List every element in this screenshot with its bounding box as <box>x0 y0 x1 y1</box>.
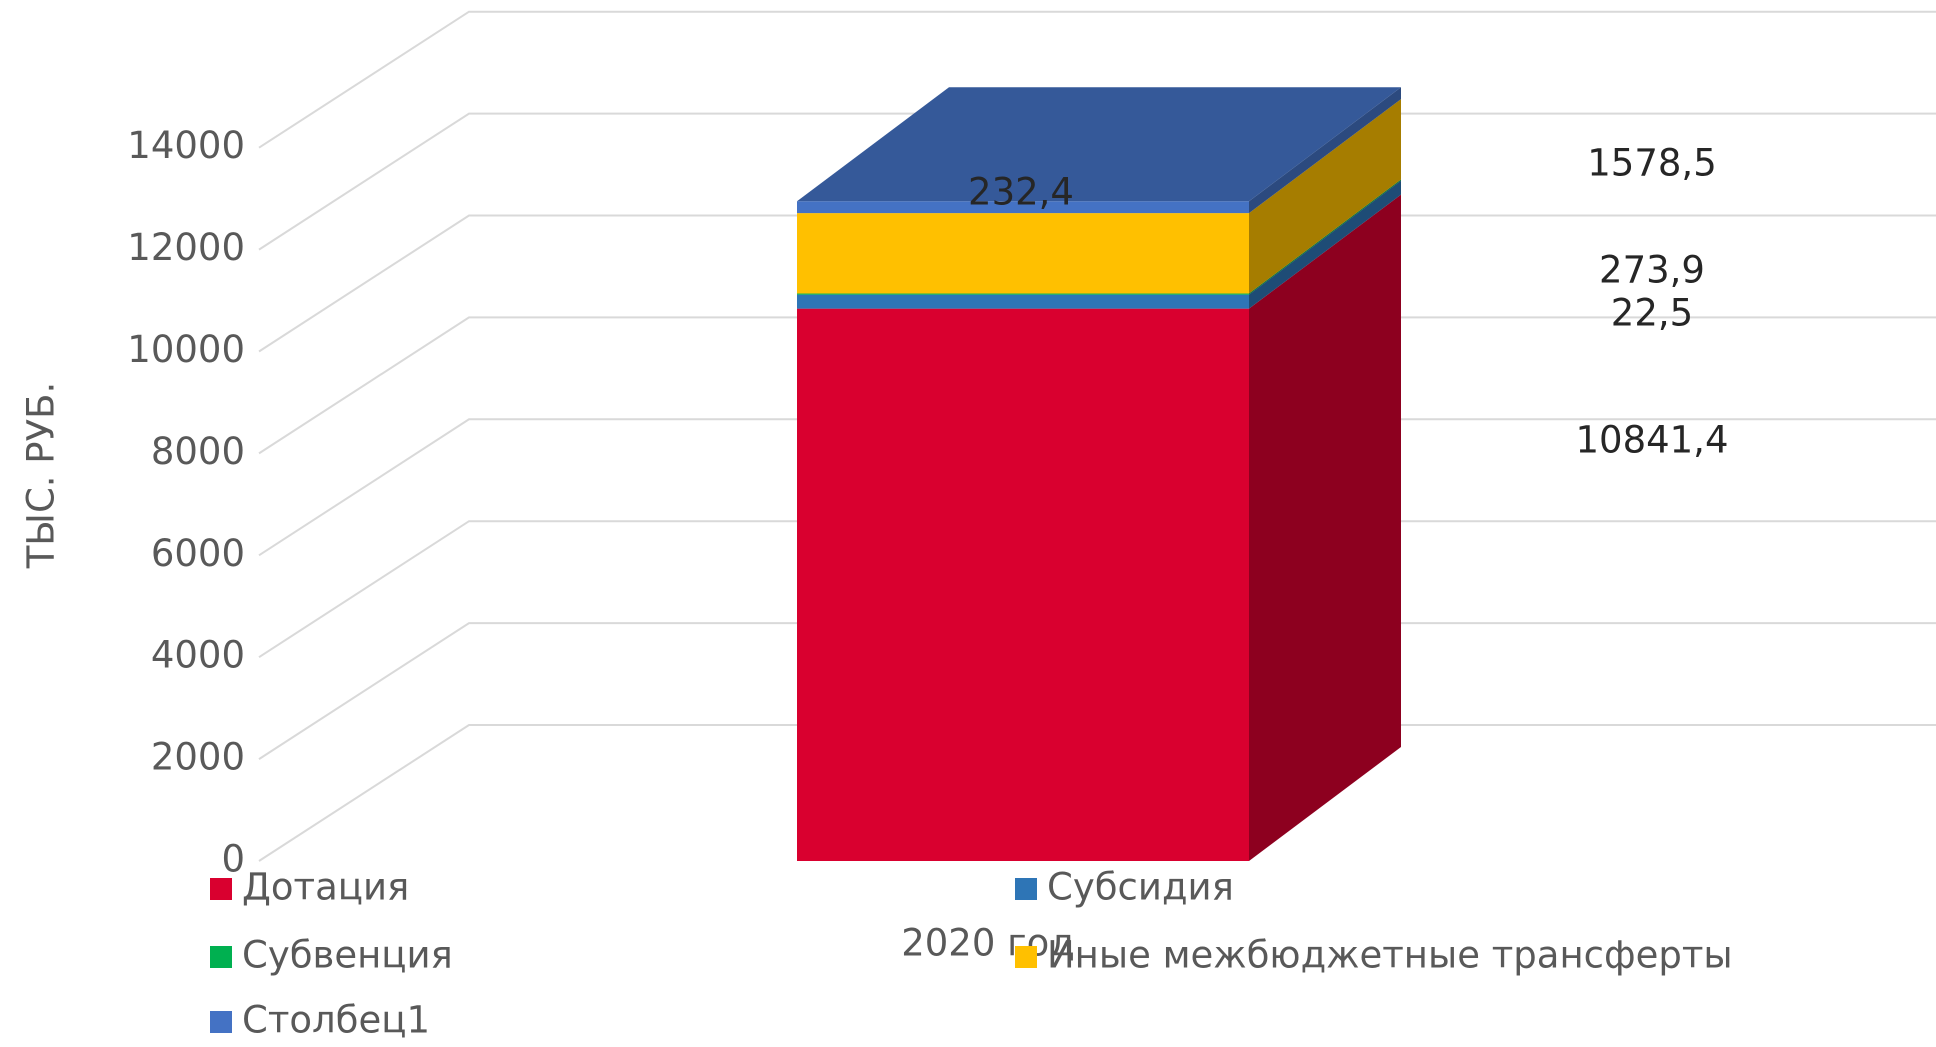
legend-label: Субсидия <box>1047 866 1234 909</box>
y-axis-title: ТЫС. РУБ. <box>20 382 63 570</box>
data-label: 273,9 <box>1599 249 1705 292</box>
y-tick-label: 10000 <box>127 328 245 371</box>
bar-segment <box>797 213 1249 293</box>
legend-label: Дотация <box>242 866 409 909</box>
legend-swatch <box>210 878 232 900</box>
y-tick-label: 8000 <box>151 430 245 473</box>
legend-swatch <box>1015 946 1037 968</box>
y-tick-label: 12000 <box>127 226 245 269</box>
bar-segment <box>797 294 1249 295</box>
y-tick-label: 6000 <box>151 532 245 575</box>
y-tick-label: 14000 <box>127 124 245 167</box>
legend-label: Субвенция <box>242 934 453 977</box>
legend-swatch <box>1015 878 1037 900</box>
data-label: 10841,4 <box>1575 419 1728 462</box>
legend-swatch <box>210 946 232 968</box>
legend-label: Столбец1 <box>242 999 430 1042</box>
bar-segment <box>797 309 1249 861</box>
bar-side <box>1249 195 1401 861</box>
legend-swatch <box>210 1011 232 1033</box>
bar-segment <box>797 295 1249 309</box>
data-label: 22,5 <box>1611 292 1693 335</box>
y-tick-label: 4000 <box>151 634 245 677</box>
chart: ТЫС. РУБ. 020004000600080001000012000140… <box>0 0 1936 1047</box>
data-label: 1578,5 <box>1587 142 1716 185</box>
data-label: 232,4 <box>968 171 1074 214</box>
legend-label: Иные межбюджетные трансферты <box>1047 934 1733 977</box>
y-tick-label: 2000 <box>151 736 245 779</box>
